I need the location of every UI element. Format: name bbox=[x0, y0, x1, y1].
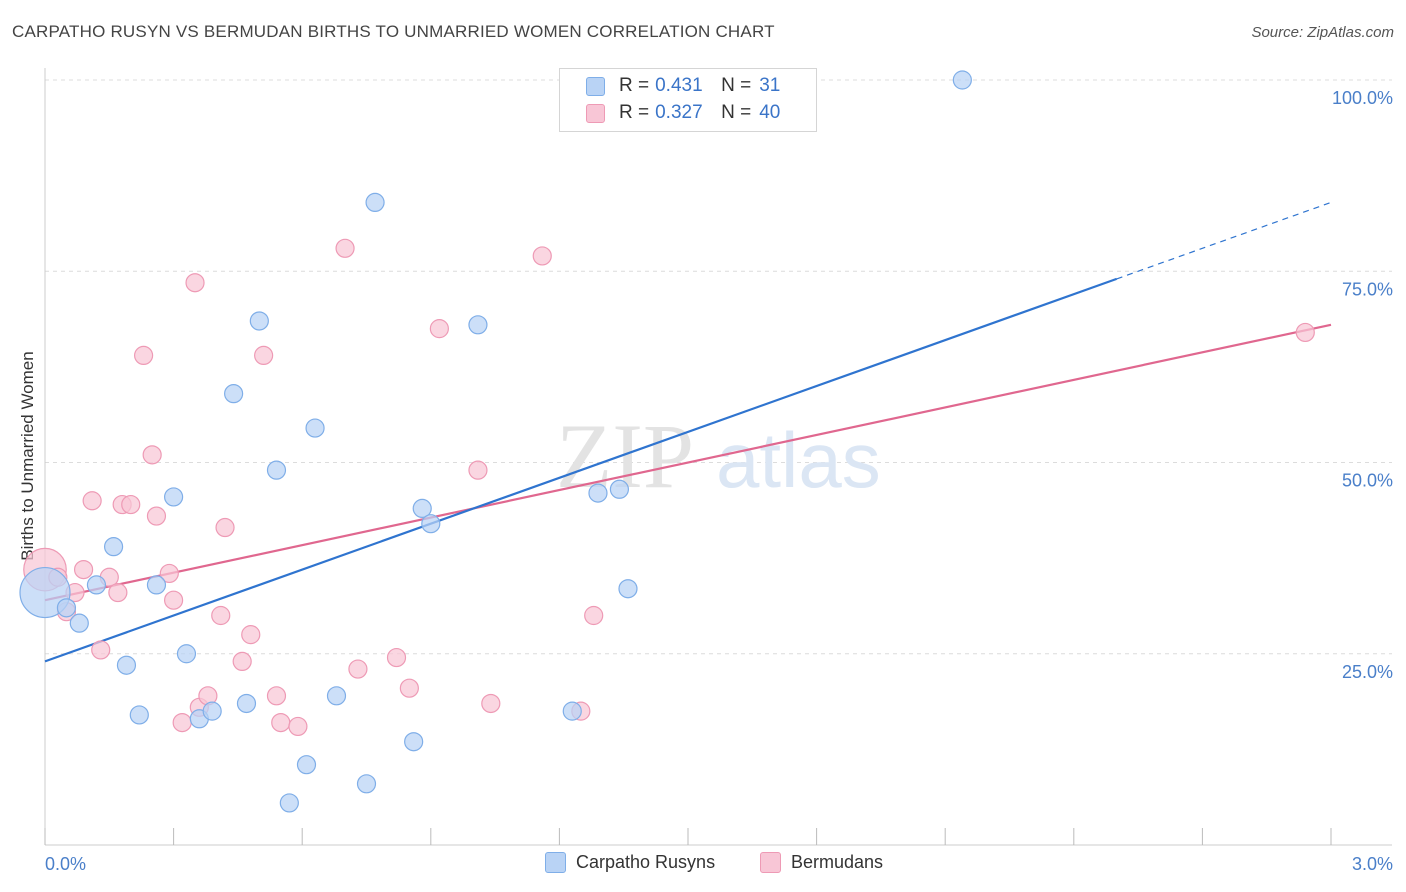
point-carpatho bbox=[356, 774, 377, 794]
point-bermudan bbox=[271, 712, 291, 733]
legend-label: Carpatho Rusyns bbox=[576, 852, 716, 872]
point-bermudan bbox=[232, 651, 252, 672]
point-bermudan bbox=[348, 659, 368, 679]
point-carpatho bbox=[69, 613, 89, 633]
point-carpatho bbox=[296, 755, 317, 775]
point-carpatho bbox=[164, 487, 184, 507]
grid-layer bbox=[45, 79, 1392, 655]
point-carpatho bbox=[236, 693, 257, 714]
point-bermudan bbox=[584, 605, 604, 626]
point-bermudan bbox=[532, 246, 552, 266]
point-bermudan bbox=[399, 678, 419, 698]
point-carpatho bbox=[365, 192, 385, 212]
point-bermudan bbox=[73, 559, 94, 580]
source-label: Source: ZipAtlas.com bbox=[1251, 24, 1394, 41]
point-carpatho bbox=[279, 793, 299, 813]
point-bermudan bbox=[468, 460, 488, 480]
point-carpatho bbox=[249, 311, 269, 331]
point-carpatho bbox=[468, 315, 488, 335]
point-bermudan bbox=[121, 494, 141, 515]
chart-title: CARPATHO RUSYN VS BERMUDAN BIRTHS TO UNM… bbox=[12, 22, 775, 41]
points-layer bbox=[19, 70, 1315, 813]
n-key: N = bbox=[721, 75, 752, 96]
trend-line-bermudans bbox=[44, 323, 1332, 602]
x-tick-label: 0.0% bbox=[45, 854, 86, 874]
y-tick-label: 25.0% bbox=[1342, 662, 1393, 682]
point-bermudan bbox=[159, 563, 179, 584]
point-bermudan bbox=[266, 686, 287, 706]
point-carpatho bbox=[421, 514, 441, 534]
point-bermudan bbox=[82, 491, 102, 511]
legend-item-carpatho[interactable]: Carpatho Rusyns bbox=[545, 852, 715, 873]
point-bermudan bbox=[254, 345, 274, 365]
point-bermudan bbox=[211, 605, 231, 626]
x-tick-label: 3.0% bbox=[1352, 854, 1393, 874]
legend-swatch-pink bbox=[760, 852, 781, 873]
point-bermudan bbox=[172, 712, 192, 733]
blue-swatch bbox=[586, 76, 605, 96]
y-tick-label: 100.0% bbox=[1332, 88, 1393, 108]
point-bermudan bbox=[146, 506, 167, 526]
point-bermudan bbox=[133, 345, 154, 365]
point-bermudan bbox=[164, 590, 184, 610]
legend-label: Bermudans bbox=[791, 852, 884, 872]
pink-swatch bbox=[586, 103, 605, 123]
point-carpatho bbox=[176, 644, 197, 664]
point-bermudan bbox=[429, 319, 449, 339]
point-bermudan bbox=[288, 716, 308, 737]
point-carpatho bbox=[202, 701, 222, 721]
point-carpatho bbox=[305, 418, 325, 438]
point-bermudan bbox=[185, 273, 205, 293]
stats-legend: R = 0.431 N = 31 R = 0.327 N = 40 bbox=[559, 68, 817, 132]
point-carpatho bbox=[146, 575, 167, 595]
trend-line-carpatho bbox=[44, 277, 1118, 663]
watermark: ZIP atlas bbox=[556, 405, 881, 507]
stats-row-bermudan: R = 0.327 N = 40 bbox=[586, 102, 780, 124]
point-bermudan bbox=[1295, 322, 1315, 343]
r-value: 0.327 bbox=[655, 102, 703, 123]
series-legend: Carpatho Rusyns Bermudans bbox=[0, 852, 1406, 876]
y-tick-label: 50.0% bbox=[1342, 471, 1393, 491]
point-bermudan bbox=[335, 238, 355, 258]
legend-item-bermudan[interactable]: Bermudans bbox=[760, 852, 883, 873]
point-carpatho bbox=[266, 460, 287, 480]
r-key: R = bbox=[619, 75, 650, 96]
n-key: N = bbox=[721, 102, 752, 123]
point-bermudan bbox=[481, 693, 501, 714]
point-carpatho bbox=[588, 483, 608, 503]
point-bermudan bbox=[91, 640, 111, 660]
point-carpatho bbox=[952, 70, 972, 90]
point-carpatho bbox=[103, 537, 124, 557]
point-carpatho bbox=[56, 598, 77, 618]
point-bermudan bbox=[142, 445, 162, 465]
point-bermudan bbox=[241, 625, 261, 645]
point-carpatho bbox=[404, 732, 424, 752]
point-carpatho bbox=[618, 579, 638, 599]
point-carpatho bbox=[326, 686, 347, 706]
point-carpatho bbox=[86, 575, 107, 595]
n-value: 40 bbox=[759, 102, 781, 123]
legend-swatch-blue bbox=[545, 852, 566, 873]
point-bermudan bbox=[215, 517, 235, 538]
stats-row-carpatho: R = 0.431 N = 31 bbox=[586, 75, 780, 97]
n-value: 31 bbox=[759, 75, 781, 96]
r-value: 0.431 bbox=[655, 75, 703, 96]
trend-layer bbox=[44, 201, 1332, 663]
point-carpatho bbox=[116, 655, 137, 675]
trend-line-carpatho-extension bbox=[1116, 201, 1332, 280]
y-tick-label: 75.0% bbox=[1342, 279, 1393, 299]
point-carpatho bbox=[609, 479, 630, 499]
watermark-atlas: atlas bbox=[716, 416, 881, 504]
point-bermudan bbox=[386, 647, 407, 668]
tick-labels: 25.0% 50.0% 75.0% 100.0% 0.0% 3.0% bbox=[45, 88, 1393, 874]
point-carpatho bbox=[129, 705, 149, 725]
r-key: R = bbox=[619, 102, 650, 123]
point-carpatho bbox=[224, 384, 244, 404]
axis-layer bbox=[44, 68, 1392, 846]
point-carpatho bbox=[412, 498, 432, 518]
point-carpatho bbox=[562, 701, 582, 721]
point-bermudan bbox=[108, 582, 128, 603]
